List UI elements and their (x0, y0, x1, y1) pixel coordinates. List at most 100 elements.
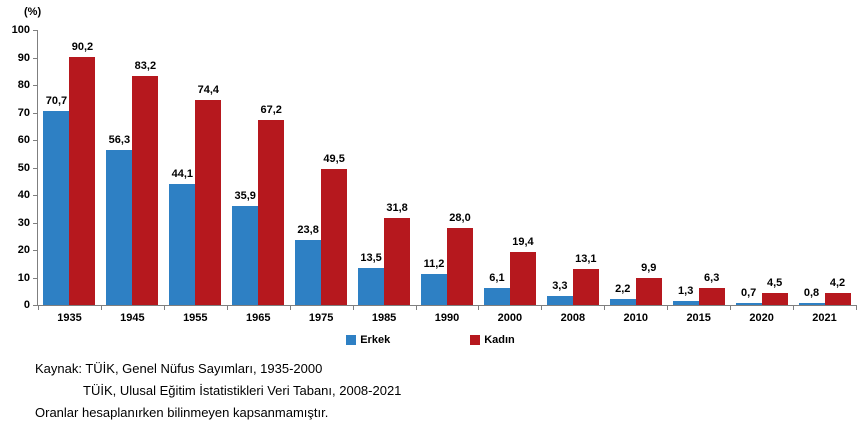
y-tick-mark (33, 57, 37, 59)
y-tick-mark (33, 222, 37, 224)
x-tick-label-2015: 2015 (686, 312, 711, 324)
bar-erkek-1965 (232, 206, 259, 305)
bar-kadin-1945 (132, 76, 159, 305)
bar-erkek-1990 (421, 274, 447, 305)
source-line-3: Oranlar hesaplanırken bilinmeyen kapsanm… (35, 405, 329, 420)
x-tick-label-1935: 1935 (57, 312, 82, 324)
y-tick-label-50: 50 (17, 161, 30, 174)
legend-label-erkek: Erkek (360, 334, 391, 346)
x-tick-mark (667, 305, 669, 310)
value-label-erkek-2021: 0,8 (803, 286, 820, 299)
value-label-kadin-2015: 6,3 (704, 271, 720, 284)
y-tick-label-40: 40 (17, 189, 30, 201)
x-tick-label-2021: 2021 (812, 312, 837, 324)
x-tick-mark (541, 305, 543, 310)
x-tick-mark (793, 305, 795, 310)
bar-kadin-1990 (447, 228, 473, 305)
value-label-kadin-1975: 49,5 (323, 152, 345, 165)
value-label-kadin-1955: 74,4 (197, 84, 219, 97)
bar-kadin-2015 (698, 287, 725, 305)
bar-kadin-1975 (321, 168, 348, 305)
value-label-erkek-1945: 56,3 (108, 134, 131, 147)
x-tick-mark (478, 305, 480, 310)
value-label-kadin-2008: 13,1 (575, 252, 597, 265)
x-tick-label-2008: 2008 (560, 312, 586, 324)
y-tick-label-60: 60 (17, 134, 30, 146)
bar-erkek-1945 (106, 150, 133, 305)
bar-erkek-2021 (798, 302, 825, 305)
value-label-kadin-2021: 4,2 (829, 277, 846, 290)
bar-erkek-2000 (483, 288, 510, 305)
x-tick-label-1975: 1975 (308, 312, 334, 324)
x-tick-label-1955: 1955 (183, 312, 208, 324)
value-label-erkek-2000: 6,1 (489, 272, 505, 285)
value-label-kadin-1935: 90,2 (71, 40, 94, 53)
y-tick-label-100: 100 (11, 24, 30, 36)
x-tick-label-2000: 2000 (497, 312, 523, 324)
y-tick-mark (33, 167, 37, 169)
bar-erkek-2020 (735, 303, 762, 305)
x-tick-label-2010: 2010 (623, 312, 648, 324)
bar-kadin-2010 (635, 277, 662, 305)
legend: Erkek Kadın (0, 334, 861, 346)
bar-kadin-1985 (384, 217, 411, 305)
kadin-series-swatch-icon (470, 335, 481, 345)
y-tick-mark (33, 112, 37, 114)
value-label-kadin-1965: 67,2 (260, 104, 282, 117)
y-tick-label-10: 10 (17, 271, 30, 284)
value-label-kadin-1945: 83,2 (134, 60, 157, 73)
bar-erkek-1985 (358, 267, 385, 305)
legend-label-kadin: Kadın (484, 334, 515, 346)
y-axis-unit-label: (%) (24, 6, 42, 18)
y-tick-label-70: 70 (17, 106, 30, 119)
legend-item-kadin: Kadın (470, 334, 515, 346)
value-label-erkek-2015: 1,3 (678, 285, 694, 298)
y-tick-mark (33, 305, 37, 306)
y-tick-mark (33, 250, 37, 251)
value-label-erkek-2008: 3,3 (552, 279, 568, 292)
bar-kadin-2020 (761, 292, 788, 305)
bar-erkek-2010 (609, 298, 636, 305)
value-label-erkek-2010: 2,2 (615, 282, 631, 295)
bar-erkek-1955 (169, 183, 196, 305)
x-tick-mark (352, 305, 354, 310)
bar-erkek-1935 (43, 110, 70, 305)
bar-erkek-1975 (295, 239, 322, 305)
y-tick-mark (33, 195, 37, 196)
value-label-erkek-2020: 0,7 (740, 287, 757, 300)
x-tick-mark (856, 305, 857, 310)
bar-erkek-2008 (546, 295, 573, 305)
bar-erkek-2015 (672, 301, 699, 305)
x-tick-mark (730, 305, 732, 310)
value-label-kadin-1990: 28,0 (449, 212, 471, 224)
x-tick-mark (38, 305, 39, 310)
x-tick-mark (415, 305, 417, 310)
x-tick-label-1965: 1965 (245, 312, 271, 324)
plot-area: 70,7 90,2 1935 56,3 83,2 1945 44,1 74,4 1955 35,9… (37, 30, 857, 324)
bar-kadin-2000 (509, 251, 536, 305)
source-note: Kaynak: TÜİK, Genel Nüfus Sayımları, 193… (35, 358, 401, 424)
source-line-2: TÜİK, Ulusal Eğitim İstatistikleri Veri … (83, 383, 402, 398)
bar-kadin-2008 (572, 268, 599, 305)
bar-kadin-1965 (258, 120, 285, 305)
x-tick-mark (289, 305, 291, 310)
y-tick-label-0: 0 (23, 299, 30, 311)
value-label-erkek-1985: 13,5 (360, 251, 382, 264)
erkek-series-swatch-icon (346, 335, 357, 345)
value-label-erkek-1935: 70,7 (45, 94, 68, 107)
value-label-erkek-1965: 35,9 (234, 190, 256, 203)
bar-kadin-2021 (824, 293, 851, 305)
value-label-erkek-1955: 44,1 (171, 167, 193, 180)
bar-kadin-1955 (195, 100, 222, 305)
y-tick-label-90: 90 (17, 51, 30, 64)
y-tick-label-20: 20 (17, 244, 30, 256)
value-label-erkek-1990: 11,2 (423, 258, 445, 271)
source-line-1: Kaynak: TÜİK, Genel Nüfus Sayımları, 193… (35, 361, 323, 376)
x-tick-mark (226, 305, 228, 310)
x-tick-label-1990: 1990 (434, 312, 460, 324)
value-label-kadin-2000: 19,4 (512, 235, 534, 248)
value-label-kadin-1985: 31,8 (386, 201, 408, 214)
x-tick-label-1945: 1945 (120, 312, 145, 324)
y-tick-mark (33, 277, 37, 279)
